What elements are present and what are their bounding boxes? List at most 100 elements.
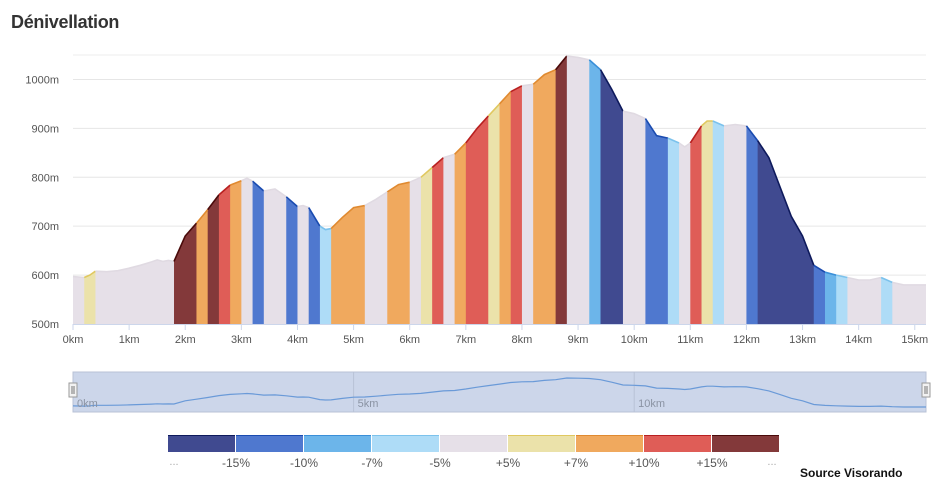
slope-band [566, 56, 590, 324]
outline-segment [487, 103, 501, 117]
outline-segment [880, 276, 893, 284]
legend-label: -10% [289, 456, 319, 470]
slope-band [252, 56, 265, 324]
legend-label: +5% [495, 456, 521, 470]
slope-band [667, 56, 680, 324]
legend-color-swatch [644, 435, 711, 452]
outline-segment [892, 281, 926, 286]
outline-segment [712, 120, 725, 127]
slope-band [836, 56, 848, 324]
y-tick-label: 700m [31, 221, 59, 233]
outline-segment [566, 55, 590, 61]
legend-label: ... [767, 456, 777, 468]
x-tick-label: 0km [63, 334, 84, 346]
outline-segment [443, 153, 455, 159]
slope-band [824, 56, 837, 324]
slope-band [723, 56, 747, 324]
x-tick-label: 13km [789, 334, 816, 346]
slope-band [679, 56, 691, 324]
navigator-grid [353, 372, 635, 412]
slope-band [600, 56, 624, 324]
x-tick-label: 3km [231, 334, 252, 346]
legend-label: -15% [221, 456, 251, 470]
slope-band [364, 56, 388, 324]
legend-color-swatch [236, 435, 303, 452]
navigator-tick-label: 5km [358, 398, 379, 410]
slope-band [533, 56, 557, 324]
slope-band [84, 56, 96, 324]
navigator-mask[interactable] [72, 371, 927, 413]
outline-segment [241, 177, 253, 182]
slope-band [331, 56, 366, 324]
outline-segment [824, 271, 837, 276]
y-tick-label: 800m [31, 172, 59, 184]
outline-segment [195, 209, 209, 224]
slope-band [454, 56, 467, 324]
outline-segment [229, 179, 242, 186]
outline-segment [409, 176, 422, 183]
outline-segment [420, 166, 433, 178]
slope-band [555, 56, 568, 324]
slope-bands [73, 56, 926, 324]
slope-band [645, 56, 669, 324]
slope-band [319, 56, 332, 324]
navigator-series-line [72, 377, 926, 408]
navigator-tick-label: 10km [638, 398, 665, 410]
x-tick-label: 1km [119, 334, 140, 346]
legend-color-swatch [304, 435, 371, 452]
navigator-handle-left[interactable] [68, 382, 78, 398]
slope-band [420, 56, 433, 324]
slope-band [488, 56, 500, 324]
outline-segment [644, 118, 669, 139]
x-tick-label: 7km [455, 334, 476, 346]
outline-segment [297, 204, 309, 209]
x-tick-label: 15km [901, 334, 928, 346]
y-tick-label: 900m [31, 123, 59, 135]
outline-segment [72, 275, 85, 279]
slope-band [174, 56, 197, 324]
slope-band [297, 56, 310, 324]
slope-band [499, 56, 512, 324]
outline-segment [723, 123, 747, 127]
slope-band [521, 56, 534, 324]
outline-segment [83, 270, 96, 279]
y-axis: 500m 600m 700m 800m 900m 1000m [25, 74, 59, 331]
slope-band [207, 56, 220, 324]
navigator-tick-label: 0km [77, 398, 98, 410]
outline-segment [218, 184, 231, 196]
outline-segment [554, 55, 568, 71]
legend-color-swatch [372, 435, 439, 452]
outline-segment [330, 204, 365, 230]
x-tick-label: 9km [568, 334, 589, 346]
outline-segment [847, 276, 882, 281]
slope-band [241, 56, 254, 324]
navigator-axis-labels: 0km 5km 10km [77, 398, 665, 410]
legend-label: +7% [563, 456, 589, 470]
navigator-handle-right[interactable] [921, 382, 931, 398]
slope-band [847, 56, 882, 324]
slope-band [95, 56, 175, 324]
outline-segment [678, 142, 691, 148]
slope-band [510, 56, 523, 324]
outline-segment [689, 125, 703, 144]
x-tick-label: 4km [287, 334, 308, 346]
y-tick-label: 1000m [25, 74, 59, 86]
outline-segment [745, 125, 759, 142]
slope-band [230, 56, 242, 324]
slope-band [263, 56, 287, 324]
range-navigator[interactable]: 0km 5km 10km [0, 365, 938, 417]
slope-legend: ... -15% -10% -7% -5% +5% +7% +10% +15%... [168, 435, 780, 475]
x-tick-label: 12km [733, 334, 760, 346]
x-tick-label: 8km [512, 334, 533, 346]
outline-segment [813, 264, 826, 273]
y-tick-label: 600m [31, 270, 59, 282]
slope-band [701, 56, 714, 324]
elevation-chart[interactable]: 500m 600m 700m 800m 900m 1000m 0km 1km 2km 3km 4k… [0, 40, 938, 360]
slope-band [308, 56, 321, 324]
legend-label: -7% [361, 456, 383, 470]
outline-segment [836, 274, 848, 279]
outline-segment [465, 115, 489, 144]
legend-color-swatch [168, 435, 235, 452]
source-credit: Source Visorando [800, 466, 903, 480]
slope-band [746, 56, 759, 324]
